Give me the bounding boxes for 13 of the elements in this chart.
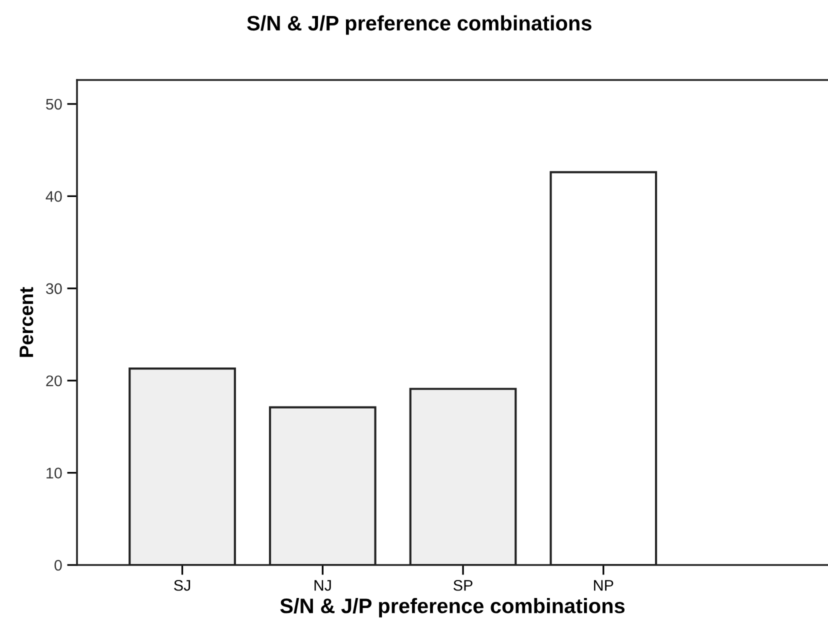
- x-tick-label: NJ: [314, 580, 331, 591]
- y-tick-label: 50: [46, 98, 62, 110]
- x-tick-label: SJ: [174, 580, 190, 591]
- chart-title: S/N & J/P preference combinations: [247, 15, 592, 35]
- y-tick-label: 30: [46, 283, 62, 294]
- y-tick-label: 0: [54, 560, 62, 571]
- x-tick-label: SP: [454, 580, 472, 591]
- y-tick-label: 20: [46, 375, 62, 386]
- y-tick-label: 10: [46, 468, 62, 478]
- y-tick-label: 40: [46, 191, 62, 202]
- x-tick-label: NP: [594, 580, 614, 591]
- x-axis-title: S/N & J/P preference combinations: [280, 598, 625, 618]
- y-axis-title: Percent: [20, 287, 34, 357]
